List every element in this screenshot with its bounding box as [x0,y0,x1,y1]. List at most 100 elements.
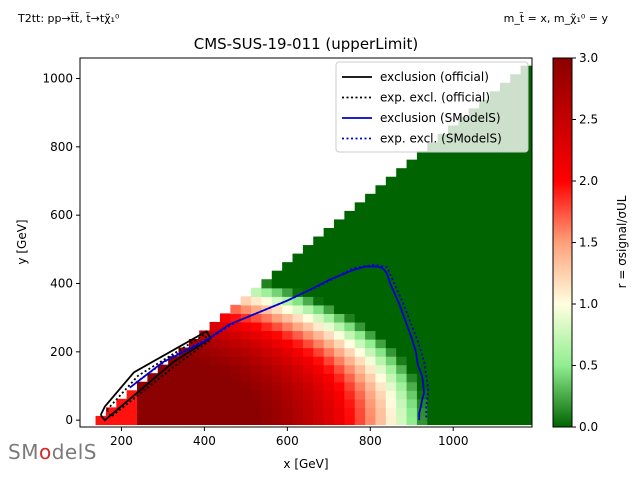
heatmap-cell [365,304,377,314]
heatmap-cell [375,356,387,366]
heatmap-cell [437,373,449,383]
heatmap-cell [313,262,325,272]
heatmap-cell [468,330,480,340]
heatmap-cell [458,227,470,238]
heatmap-cell [510,304,522,314]
heatmap-cell [396,407,408,417]
heatmap-cell [479,210,491,221]
heatmap-cell [354,373,366,383]
heatmap-cell [499,270,511,280]
heatmap-cell [313,356,325,366]
heatmap-cell [230,390,242,400]
heatmap-cell [468,262,480,272]
heatmap-cell [302,356,314,366]
heatmap-cell [302,330,314,340]
heatmap-cell [292,347,304,357]
heatmap-cell [406,339,418,349]
heatmap-cell [416,227,428,238]
heatmap-cell [416,151,428,161]
heatmap-cell [520,253,532,263]
heatmap-cell [157,381,169,391]
heatmap-cell [365,373,377,383]
heatmap-cell [313,279,325,289]
heatmap-cell [323,279,335,289]
heatmap-cell [520,279,532,289]
heatmap-cell [219,364,231,374]
heatmap-cell [489,185,501,195]
heatmap-cell [323,407,335,417]
heatmap-cell [479,373,491,383]
heatmap-cell [448,219,459,229]
heatmap-cell [510,321,522,332]
heatmap-cell [437,364,449,374]
heatmap-cell [365,339,377,349]
heatmap-cell [333,227,345,238]
heatmap-cell [396,373,408,383]
heatmap-cell [230,373,242,383]
heatmap-cell [313,313,325,323]
heatmap-cell [458,330,470,340]
heatmap-cell [323,339,335,349]
heatmap-cell [271,304,283,314]
heatmap-cell [199,373,211,383]
heatmap-cell [292,313,304,323]
heatmap-cell [137,398,148,408]
heatmap-cell [116,398,128,408]
heatmap-cell [510,270,522,280]
heatmap-cell [365,381,377,391]
heatmap-cell [147,415,159,426]
heatmap-cell [479,193,491,203]
heatmap-cell [437,381,449,391]
heatmap-cell [147,390,159,400]
heatmap-cell [333,253,345,263]
heatmap-cell [168,364,180,374]
heatmap-cell [354,407,366,417]
heatmap-cell [251,347,263,357]
heatmap-cell [510,373,522,383]
heatmap-cell [499,415,511,426]
heatmap-cell [385,313,397,323]
colorbar-ticks: 0.0 0.5 1.0 1.5 2.0 2.5 3.0 [572,51,598,434]
heatmap-cell [448,159,459,169]
heatmap-cell [209,347,221,357]
heatmap-cell [458,236,470,246]
heatmap-cell [406,415,418,426]
heatmap-cell [406,364,418,374]
heatmap-cell [365,415,377,426]
heatmap-cell [261,373,273,383]
heatmap-cell [520,168,532,178]
heatmap-cell [385,193,397,203]
heatmap-cell [313,287,325,297]
heatmap-cell [271,347,283,357]
heatmap-cell [292,407,304,417]
heatmap-cell [209,321,221,332]
heatmap-cell [468,364,480,374]
heatmap-cell [282,415,294,426]
heatmap-cell [416,321,428,332]
heatmap-cell [219,339,231,349]
heatmap-cell [458,407,470,417]
heatmap-cell [396,356,408,366]
heatmap-cell [499,193,511,203]
heatmap-cell [448,262,459,272]
heatmap-cell [406,227,418,238]
heatmap-cell [302,339,314,349]
heatmap-cell [437,390,449,400]
heatmap-cell [323,227,335,238]
heatmap-cell [375,219,387,229]
heatmap-cell [489,356,501,366]
heatmap-cell [354,287,366,297]
heatmap-cell [489,253,501,263]
heatmap-cell [333,321,345,332]
heatmap-cell [479,287,491,297]
x-tick-label: 800 [359,434,382,448]
heatmap-cell [302,373,314,383]
heatmap-cell [168,415,180,426]
heatmap-cell [489,407,501,417]
heatmap-cell [406,356,418,366]
heatmap-cell [468,185,480,195]
heatmap-cell [385,356,397,366]
heatmap-cell [468,159,480,169]
heatmap-cell [354,279,366,289]
heatmap-cell [230,381,242,391]
